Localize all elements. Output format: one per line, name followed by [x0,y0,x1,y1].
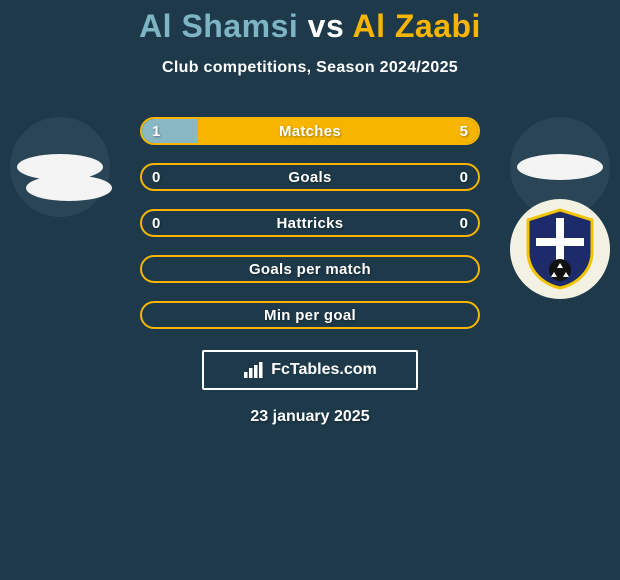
stat-row: Goals per match [140,255,480,283]
infographic-root: Al Shamsi vs Al Zaabi Club competitions,… [0,0,620,580]
stat-value-right: 5 [460,119,468,143]
stat-label: Goals [142,165,478,189]
stat-row: Matches1 5 [140,117,480,145]
right-player-club-badge [510,199,610,299]
watermark: FcTables.com [202,350,418,390]
placeholder-ellipse-icon [26,175,112,201]
title-left: Al Shamsi [139,8,298,44]
stat-value-right: 0 [460,211,468,235]
stat-value-right: 0 [460,165,468,189]
title-right: Al Zaabi [352,8,480,44]
left-player-avatar [10,117,110,217]
stat-value-left: 0 [152,211,160,235]
date-label: 23 january 2025 [0,408,620,426]
watermark-text: FcTables.com [271,361,377,379]
stat-row: Hattricks0 0 [140,209,480,237]
shield-icon [524,208,596,290]
page-title: Al Shamsi vs Al Zaabi [0,0,620,45]
placeholder-ellipse-icon [517,154,603,180]
stat-row: Goals0 0 [140,163,480,191]
stat-value-left: 1 [152,119,160,143]
club-badge-icon [510,199,610,299]
bar-chart-icon [243,361,265,379]
stat-label: Goals per match [142,257,478,281]
stat-value-left: 0 [152,165,160,189]
stat-label: Hattricks [142,211,478,235]
subtitle: Club competitions, Season 2024/2025 [0,59,620,77]
stat-rows: Matches15Goals00Hattricks00Goals per mat… [140,117,480,347]
stat-row: Min per goal [140,301,480,329]
stat-label: Matches [142,119,478,143]
stat-label: Min per goal [142,303,478,327]
title-vs: vs [308,8,345,44]
